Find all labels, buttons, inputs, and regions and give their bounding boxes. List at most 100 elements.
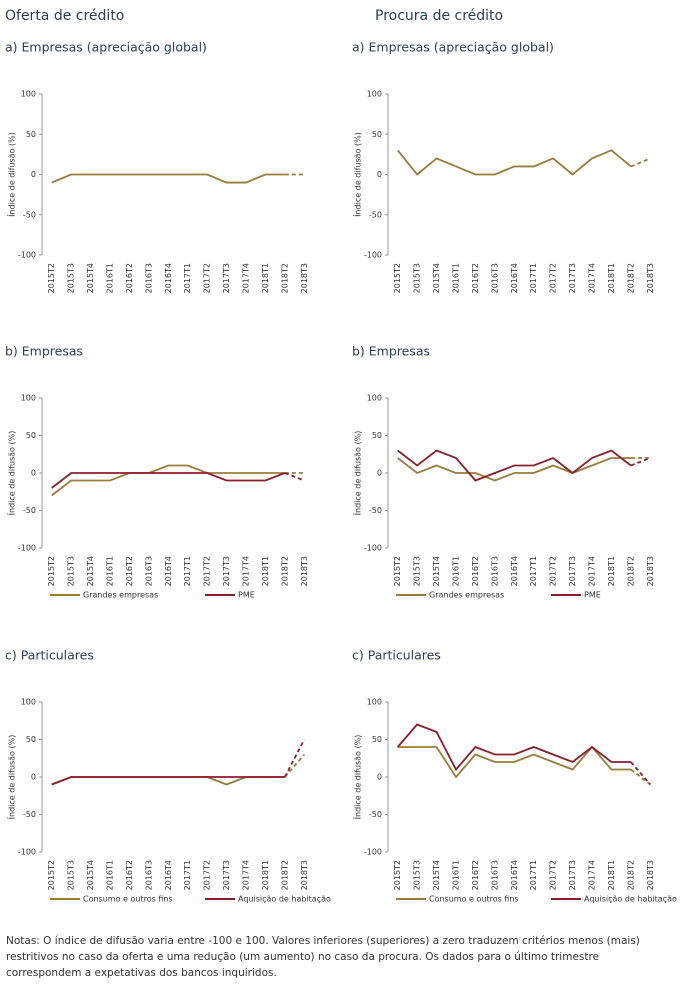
y-tick-label: 0 [377,170,382,179]
x-tick-label: 2018T2 [280,860,289,890]
x-tick-label: 2017T4 [588,556,597,586]
line [51,776,285,786]
line [630,457,651,467]
x-tick-label: 2015T2 [47,263,56,293]
x-tick-label: 2016T3 [490,556,499,586]
legend-label: Consumo e outros fins [429,895,519,904]
legend-label: PME [584,591,601,600]
legend-label: Aquisição de habitação [238,895,331,904]
y-tick-label: 100 [21,90,36,99]
x-tick-label: 2016T4 [164,263,173,293]
line [51,464,285,497]
x-tick-label: 2016T3 [144,860,153,890]
x-tick-label: 2016T4 [164,556,173,586]
y-tick-label: 0 [377,469,382,478]
y-tick-label: -100 [364,848,382,857]
x-tick-label: 2015T2 [393,556,402,586]
column-header: Oferta de crédito [5,8,124,24]
x-tick-label: 2017T4 [242,556,251,586]
line [51,776,285,786]
y-tick-label: 50 [26,735,36,744]
chart-title: a) Empresas (apreciação global) [5,40,207,55]
x-tick-label: 2018T1 [607,263,616,293]
x-tick-label: 2017T1 [529,263,538,293]
x-tick-label: 2016T4 [510,263,519,293]
y-tick-label: -50 [23,210,36,219]
x-tick-label: 2015T3 [413,263,422,293]
line [397,449,632,482]
chart-title: c) Particulares [5,648,94,663]
x-tick-label: 2015T4 [86,556,95,586]
x-tick-label: 2018T2 [280,263,289,293]
x-tick-label: 2016T1 [106,263,115,293]
line [397,457,631,482]
x-tick-label: 2017T2 [549,263,558,293]
chart-title: b) Empresas [5,344,83,359]
x-tick-label: 2015T2 [47,556,56,586]
x-tick-label: 2018T1 [607,860,616,890]
x-tick-label: 2018T3 [300,263,309,293]
y-tick-label: 50 [26,431,36,440]
x-tick-label: 2017T2 [549,556,558,586]
x-tick-label: 2016T4 [164,860,173,890]
x-tick-label: 2018T3 [646,556,655,586]
x-tick-label: 2017T3 [568,263,577,293]
chart-title: c) Particulares [352,648,441,663]
x-tick-label: 2015T4 [86,263,95,293]
x-tick-label: 2016T2 [471,263,480,293]
line [284,753,305,778]
y-tick-label: 50 [372,130,382,139]
x-tick-label: 2015T3 [413,860,422,890]
x-tick-label: 2017T1 [529,860,538,890]
y-tick-label: 0 [31,469,36,478]
x-tick-label: 2018T2 [626,263,635,293]
y-tick-label: 50 [372,431,382,440]
y-axis-label: Índice de difusão (%) [352,431,363,516]
line [630,157,651,168]
x-tick-label: 2016T4 [510,556,519,586]
x-tick-label: 2016T1 [452,263,461,293]
x-tick-label: 2017T3 [568,860,577,890]
y-tick-label: 100 [367,90,382,99]
y-tick-label: -50 [369,210,382,219]
x-tick-label: 2017T4 [242,263,251,293]
x-tick-label: 2018T1 [261,556,270,586]
y-tick-label: 100 [21,698,36,707]
x-tick-label: 2017T4 [242,860,251,890]
y-tick-label: 100 [367,394,382,403]
chart-title: a) Empresas (apreciação global) [352,40,554,55]
x-tick-label: 2017T3 [222,860,231,890]
legend-label: Grandes empresas [429,591,504,600]
notes: Notas: O índice de difusão varia entre -… [6,935,640,979]
x-tick-label: 2017T1 [183,263,192,293]
column-header: Procura de crédito [375,8,503,24]
x-tick-label: 2018T2 [626,860,635,890]
x-tick-label: 2016T1 [106,556,115,586]
x-tick-label: 2017T2 [203,263,212,293]
x-tick-label: 2016T2 [125,860,134,890]
x-tick-label: 2017T4 [588,860,597,890]
x-tick-label: 2018T2 [626,556,635,586]
y-tick-label: 50 [26,130,36,139]
line [51,472,286,489]
x-tick-label: 2015T4 [86,860,95,890]
x-tick-label: 2018T1 [607,556,616,586]
y-axis-label: Índice de difusão (%) [352,735,363,820]
x-tick-label: 2015T3 [67,263,76,293]
x-tick-label: 2018T3 [646,860,655,890]
y-tick-label: 100 [21,394,36,403]
y-tick-label: 0 [31,170,36,179]
chart-title: b) Empresas [352,344,430,359]
x-tick-label: 2015T4 [432,263,441,293]
x-tick-label: 2015T3 [413,556,422,586]
x-tick-label: 2017T1 [529,556,538,586]
y-tick-label: 50 [372,735,382,744]
y-tick-label: 100 [367,698,382,707]
line [630,768,651,786]
y-tick-label: -50 [369,506,382,515]
x-tick-label: 2015T4 [432,860,441,890]
x-tick-label: 2016T1 [452,860,461,890]
x-tick-label: 2017T2 [549,860,558,890]
x-tick-label: 2017T1 [183,860,192,890]
